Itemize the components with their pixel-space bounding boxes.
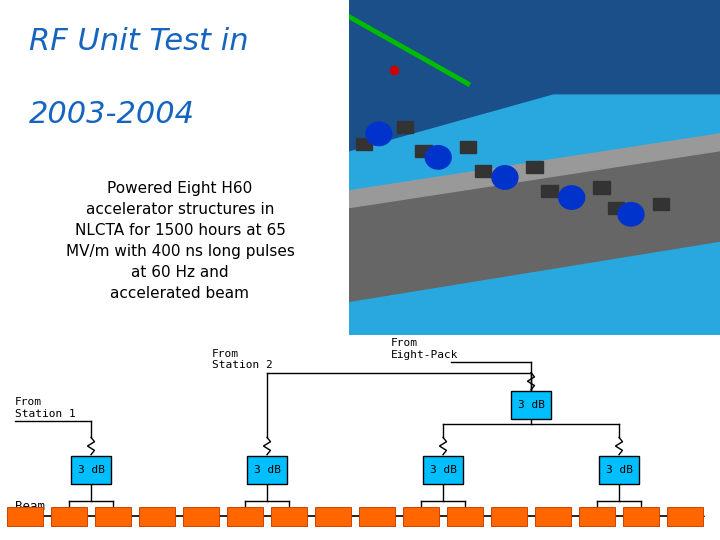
Bar	[139, 507, 175, 526]
Bar	[356, 138, 372, 150]
Bar	[593, 181, 610, 193]
FancyBboxPatch shape	[599, 456, 639, 484]
Text: RF Unit Test in: RF Unit Test in	[29, 27, 248, 56]
Bar	[652, 198, 669, 210]
Bar	[183, 507, 219, 526]
Bar	[95, 507, 131, 526]
Bar	[315, 507, 351, 526]
Text: 2003-2004: 2003-2004	[29, 100, 195, 130]
Bar	[447, 507, 483, 526]
Text: From
Eight-Pack: From Eight-Pack	[391, 338, 459, 360]
Circle shape	[559, 186, 585, 210]
Bar	[474, 165, 491, 177]
Bar	[667, 507, 703, 526]
Circle shape	[492, 166, 518, 189]
FancyBboxPatch shape	[71, 456, 111, 484]
Circle shape	[426, 146, 451, 169]
Bar	[541, 185, 557, 197]
Text: Powered Eight H60
accelerator structures in
NLCTA for 1500 hours at 65
MV/m with: Powered Eight H60 accelerator structures…	[66, 181, 294, 301]
Bar	[403, 507, 439, 526]
Bar	[397, 121, 413, 133]
FancyBboxPatch shape	[511, 391, 551, 419]
Circle shape	[618, 202, 644, 226]
Bar	[526, 161, 543, 173]
Bar	[491, 507, 527, 526]
Polygon shape	[349, 134, 720, 207]
Bar	[7, 507, 43, 526]
Text: From
Station 2: From Station 2	[212, 349, 273, 370]
Polygon shape	[349, 151, 720, 301]
Text: 3 dB: 3 dB	[430, 465, 456, 475]
Bar	[579, 507, 615, 526]
Bar	[415, 145, 431, 157]
FancyBboxPatch shape	[423, 456, 463, 484]
Polygon shape	[349, 0, 720, 151]
Text: Beam: Beam	[15, 500, 45, 513]
Bar	[623, 507, 659, 526]
Bar	[608, 201, 624, 214]
Bar	[271, 507, 307, 526]
Text: From
Station 1: From Station 1	[15, 397, 76, 419]
Bar	[51, 507, 87, 526]
Circle shape	[366, 122, 392, 146]
Bar	[227, 507, 263, 526]
Bar	[359, 507, 395, 526]
Text: 3 dB: 3 dB	[78, 465, 104, 475]
Text: 3 dB: 3 dB	[606, 465, 632, 475]
FancyBboxPatch shape	[247, 456, 287, 484]
Text: 3 dB: 3 dB	[253, 465, 281, 475]
Text: 3 dB: 3 dB	[518, 400, 544, 410]
Bar	[535, 507, 571, 526]
Bar	[459, 141, 476, 153]
